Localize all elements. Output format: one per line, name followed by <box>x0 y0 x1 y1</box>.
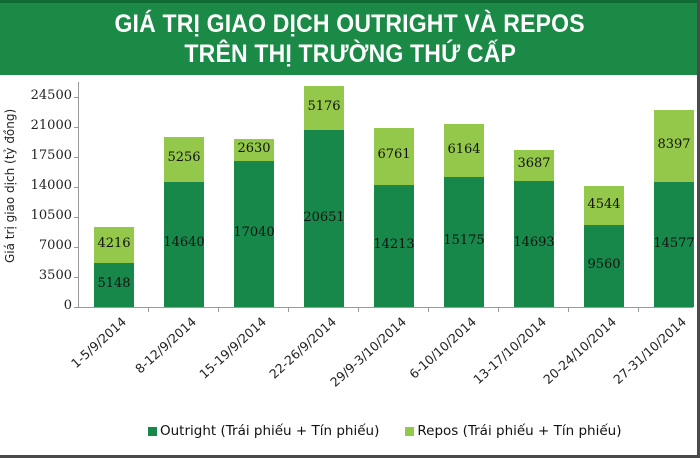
data-label-outright: 5148 <box>97 275 131 291</box>
data-label-repos: 5256 <box>167 150 201 166</box>
chart-title-line-1: GIÁ TRỊ GIAO DỊCH OUTRIGHT VÀ REPOS <box>114 10 586 38</box>
data-label-outright: 9560 <box>587 257 621 273</box>
y-tick-label: 7000 <box>38 238 72 253</box>
bar-segment-outright: 5148 <box>94 262 134 307</box>
bar-segment-repos: 4544 <box>584 186 624 226</box>
x-tick-mark <box>358 307 359 312</box>
x-tick-mark <box>638 307 639 312</box>
data-label-repos: 4216 <box>97 235 131 251</box>
stacked-bar: 3687 14693 <box>513 149 555 307</box>
bar-segment-outright: 14213 <box>373 185 415 307</box>
y-tick-label: 0 <box>63 298 72 313</box>
chart-title-banner: GIÁ TRỊ GIAO DỊCH OUTRIGHT VÀ REPOS TRÊN… <box>0 0 700 75</box>
legend-label-outright: Outright (Trái phiếu + Tín phiếu) <box>160 423 380 439</box>
bar-segment-outright: 17040 <box>233 161 275 307</box>
stacked-bar: 8397 14577 <box>653 110 695 307</box>
bar-segment-repos: 6761 <box>374 127 414 186</box>
y-tick-label: 21000 <box>30 118 72 133</box>
data-label-repos: 8397 <box>657 137 691 153</box>
legend-swatch-repos-icon <box>405 426 415 436</box>
x-tick-mark <box>148 307 149 312</box>
bar-segment-outright: 14640 <box>163 181 205 307</box>
stacked-bar: 6164 15175 <box>443 124 485 307</box>
data-label-repos: 5176 <box>307 99 341 115</box>
y-tick-label: 3500 <box>38 268 72 283</box>
y-tick-mark <box>74 97 78 98</box>
legend: Outright (Trái phiếu + Tín phiếu) Repos … <box>148 423 647 439</box>
y-tick-mark <box>74 307 78 308</box>
data-label-outright: 17040 <box>233 225 275 241</box>
bar-segment-outright: 20651 <box>303 130 345 307</box>
y-tick-label: 17500 <box>30 148 72 163</box>
stacked-bar: 4216 5148 <box>94 226 134 307</box>
bar-segment-repos: 5256 <box>164 136 204 182</box>
data-label-outright: 14693 <box>513 235 555 251</box>
bar-segment-outright: 14693 <box>513 181 555 307</box>
y-tick-label: 14000 <box>30 178 72 193</box>
bar-segment-outright: 15175 <box>443 177 485 307</box>
bar-segment-repos: 3687 <box>514 149 554 182</box>
bar-segment-repos: 2630 <box>234 138 274 162</box>
bar-segment-outright: 9560 <box>584 225 624 307</box>
data-label-outright: 14213 <box>373 237 415 253</box>
x-tick-mark <box>428 307 429 312</box>
y-tick-mark <box>74 157 78 158</box>
y-axis-line <box>78 82 79 307</box>
data-label-repos: 6761 <box>377 147 411 163</box>
data-label-repos: 6164 <box>447 141 481 157</box>
x-tick-mark <box>288 307 289 312</box>
stacked-bar: 2630 17040 <box>233 138 275 307</box>
x-axis-line <box>78 307 693 308</box>
data-label-repos: 3687 <box>517 156 551 172</box>
data-label-outright: 14577 <box>653 235 695 251</box>
data-label-outright: 20651 <box>303 209 345 225</box>
legend-swatch-outright-icon <box>148 426 157 436</box>
bar-segment-repos: 8397 <box>654 110 694 183</box>
y-tick-label: 10500 <box>30 208 72 223</box>
legend-item-outright: Outright (Trái phiếu + Tín phiếu) <box>148 423 379 439</box>
y-tick-mark <box>74 187 78 188</box>
x-tick-mark <box>218 307 219 312</box>
stacked-bar: 4544 9560 <box>584 186 624 307</box>
legend-item-repos: Repos (Trái phiếu + Tín phiếu) <box>405 423 621 439</box>
data-label-outright: 14640 <box>163 235 205 251</box>
stacked-bar: 5256 14640 <box>163 136 205 307</box>
data-label-repos: 4544 <box>587 196 621 212</box>
data-label-outright: 15175 <box>443 233 485 249</box>
bar-segment-outright: 14577 <box>653 182 695 307</box>
y-tick-mark <box>74 247 78 248</box>
bar-segment-repos: 5176 <box>304 86 344 131</box>
x-tick-mark <box>568 307 569 312</box>
stacked-bar: 6761 14213 <box>373 127 415 307</box>
legend-label-repos: Repos (Trái phiếu + Tín phiếu) <box>417 423 622 439</box>
bar-segment-repos: 6164 <box>444 124 484 178</box>
stacked-bar: 5176 20651 <box>303 86 345 307</box>
y-tick-mark <box>74 217 78 218</box>
y-tick-label: 24500 <box>30 88 72 103</box>
x-tick-mark <box>498 307 499 312</box>
y-tick-mark <box>74 277 78 278</box>
chart-title-line-2: TRÊN THỊ TRƯỜNG THỨ CẤP <box>184 40 516 68</box>
bar-segment-repos: 4216 <box>94 226 134 263</box>
y-tick-mark <box>74 127 78 128</box>
data-label-repos: 2630 <box>237 140 271 156</box>
